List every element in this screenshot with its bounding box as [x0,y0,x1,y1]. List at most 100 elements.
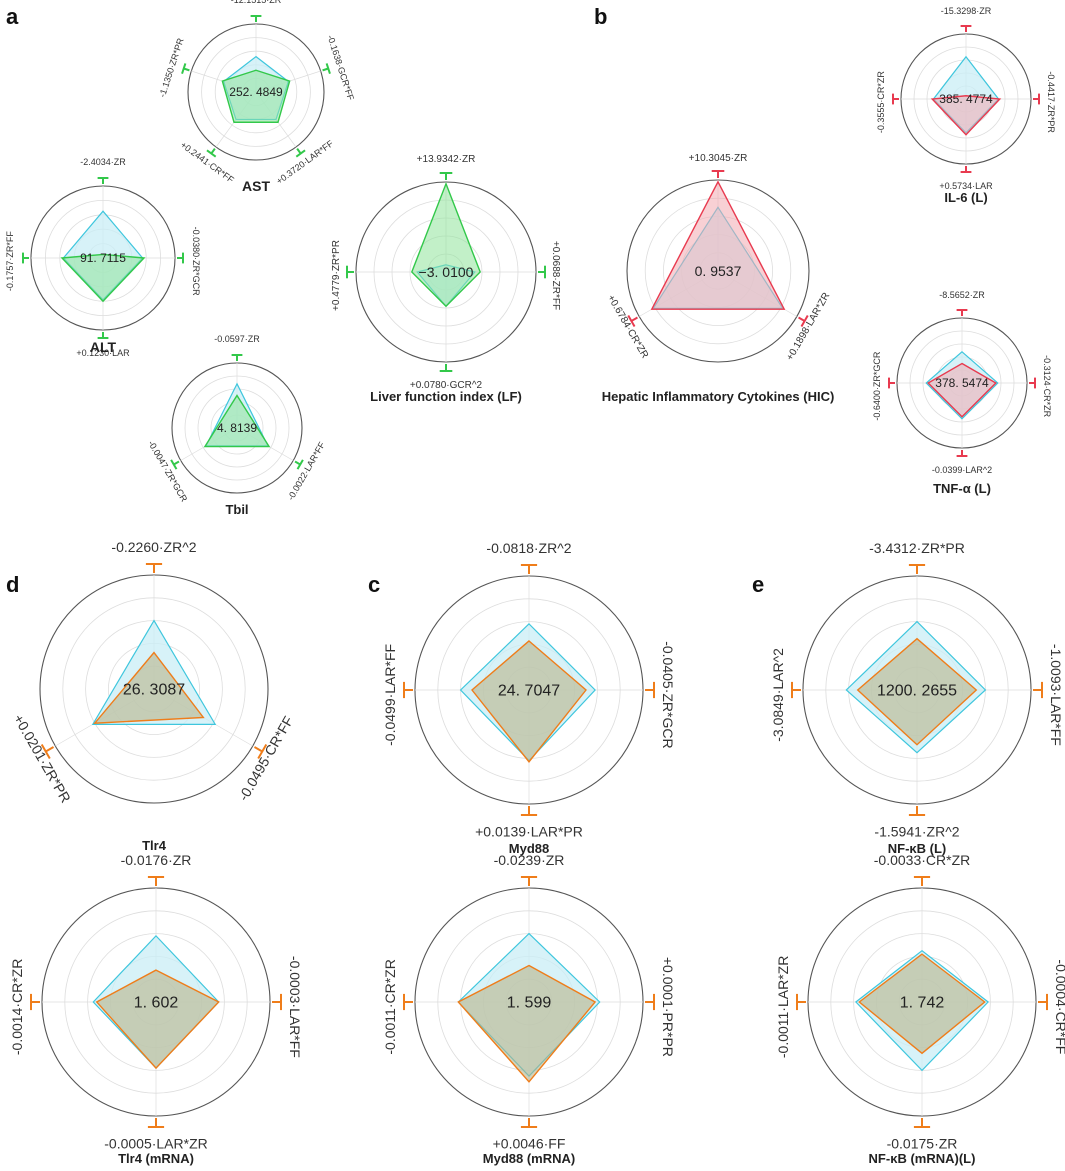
axis-term-label: -15.3298·ZR [941,6,992,16]
radar-tnf: -8.5652·ZR -0.3124·CR*ZR -0.0399·LAR^2 -0.6… [872,290,1052,496]
axis-tick-cap [296,459,304,470]
axis-term-label: +0.0688·ZR*FF [550,241,561,310]
axis-term-label: -0.0380·ZR*GCR [191,227,201,297]
chart-title: Tbil [225,502,248,517]
axis-tick-cap [40,743,51,760]
radar-ast: -12.1515·ZR -0.1638·GCR*FF +0.3720·LAR*FF +… [157,0,356,194]
axis-term-label: +0.3720·LAR*FF [274,138,335,186]
axis-tick-cap [325,63,331,74]
series-model [457,964,597,1083]
series-model [856,637,978,746]
center-value: 1. 742 [900,995,945,1012]
radar-nfkb: -3.4312·ZR*PR -1.0093·LAR*FF -1.5941·ZR^2 -… [770,540,1064,856]
axis-term-label: -0.0175·ZR [887,1136,958,1152]
radar-il6: -15.3298·ZR -0.4417·ZR*PR +0.5734·LAR -0.35… [876,6,1056,205]
chart-title: Liver function index (LF) [370,389,522,404]
axis-term-label: +0.0001·PR*PR [660,957,676,1057]
center-value: 1. 599 [507,995,552,1012]
axis-term-label: -1.5941·ZR^2 [874,824,959,840]
series-model [410,181,482,308]
chart-title: TNF-α (L) [933,481,991,496]
series-model [203,394,271,448]
series-model [650,180,786,310]
axis-term-label: -0.0818·ZR^2 [486,540,571,556]
axis-tick [798,316,806,322]
radar-myd88m: -0.0239·ZR +0.0001·PR*PR +0.0046·FF -0.0011… [382,852,676,1166]
chart-title: IL-6 (L) [944,190,987,205]
axis-term-label: -0.0033·CR*ZR [874,852,970,868]
chart-title: Hepatic Inflammatory Cytokines (HIC) [602,389,835,404]
axis-term-label: -0.0005·LAR*ZR [104,1136,208,1152]
axis-term-label: -0.0003·LAR*FF [287,956,303,1058]
radar-alt: -2.4034·ZR -0.0380·ZR*GCR +0.1230·LAR -0.17… [5,157,201,358]
axis-tick [630,316,638,322]
axis-term-label: +10.3045·ZR [689,153,748,164]
axis-tick [173,460,180,466]
series-model [858,953,986,1055]
axis-term-label: -12.1515·ZR [231,0,282,5]
axis-term-label: -8.5652·ZR [939,290,985,300]
axis-term-label: -0.0405·ZR*GCR [660,641,676,748]
axis-tick-cap [181,63,187,74]
chart-title: Myd88 [509,841,549,856]
radar-tlr4: -0.2260·ZR^2-0.0495·CR*FF+0.0201·ZR*PR26… [11,539,297,853]
series-model [95,969,220,1070]
center-value: −3. 0100 [419,264,474,280]
axis-term-label: -0.0014·CR*ZR [9,959,25,1055]
axis-term-label: -0.0239·ZR [494,852,565,868]
axis-tick [45,746,55,753]
axis-term-label: -0.0022·LAR*FF [286,440,328,502]
axis-tick-cap [257,743,268,760]
axis-tick-cap [627,315,636,327]
chart-title: NF-κB (L) [888,841,947,856]
chart-title: Tlr4 (mRNA) [118,1151,194,1166]
axis-term-label: -0.1638·GCR*FF [325,34,356,102]
center-value: 26. 3087 [123,682,185,699]
panel-label-d: d [6,572,19,597]
chart-title: Tlr4 [142,838,167,853]
chart-title: AST [242,178,270,194]
series-model [927,362,997,418]
center-value: 1. 602 [134,995,179,1012]
axis-tick [253,746,263,753]
axis-term-label: -0.4417·ZR*PR [1046,71,1056,133]
axis-term-label: -3.0849·LAR^2 [770,648,786,742]
radar-nfkbm: -0.0033·CR*ZR -0.0004·CR*FF -0.0175·ZR -0.0… [775,852,1065,1166]
radar-lf: +13.9342·ZR +0.0688·ZR*FF +0.0780·GCR^2 +0.… [331,154,561,404]
axis-term-label: -0.0176·ZR [121,852,192,868]
radar-hic: +10.3045·ZR +0.1898·LAR*ZR +0.6784·CR*ZR 0.… [602,153,835,404]
chart-title: ALT [90,339,117,355]
radar-myd88: -0.0818·ZR^2 -0.0405·ZR*GCR +0.0139·LAR*PR… [382,540,676,856]
axis-tick-cap [170,459,178,470]
center-value: 0. 9537 [695,263,742,279]
axis-term-label: -2.4034·ZR [80,157,126,167]
panel-label-e: e [752,572,764,597]
chart-title: NF-κB (mRNA)(L) [869,1151,976,1166]
series-model [471,640,587,763]
center-value: 252. 4849 [229,85,283,99]
axis-term-label: -0.0047·ZR*GCR [146,439,189,504]
panel-label-a: a [6,4,19,29]
axis-term-label: -0.0011·CR*ZR [382,959,398,1054]
axis-term-label: +0.0046·FF [493,1136,566,1152]
radar-tbil: -0.0597·ZR -0.0022·LAR*FF -0.0047·ZR*GCR 4.… [146,334,327,517]
axis-tick-cap [800,315,809,327]
center-value: 385. 4774 [939,92,993,106]
axis-term-label: -0.0004·CR*FF [1053,959,1065,1054]
axis-term-label: +0.0201·ZR*PR [11,711,74,805]
axis-term-label: -0.3124·CR*ZR [1042,355,1052,418]
axis-term-label: -0.0499·LAR*FF [382,644,398,746]
panel-label-c: c [368,572,380,597]
axis-term-label: -1.1350·ZR*PR [157,36,186,98]
axis-term-label: -0.2260·ZR^2 [111,539,196,555]
axis-term-label: -3.4312·ZR*PR [869,540,965,556]
axis-term-label: +0.0139·LAR*PR [475,824,583,840]
center-value: 4. 8139 [217,421,257,435]
center-value: 24. 7047 [498,683,560,700]
axis-term-label: +0.4779·ZR*PR [331,240,342,311]
axis-term-label: -1.0093·LAR*FF [1048,644,1064,746]
axis-term-label: +0.5734·LAR [939,181,993,191]
panel-label-b: b [594,4,607,29]
axis-term-label: -0.0597·ZR [214,334,260,344]
